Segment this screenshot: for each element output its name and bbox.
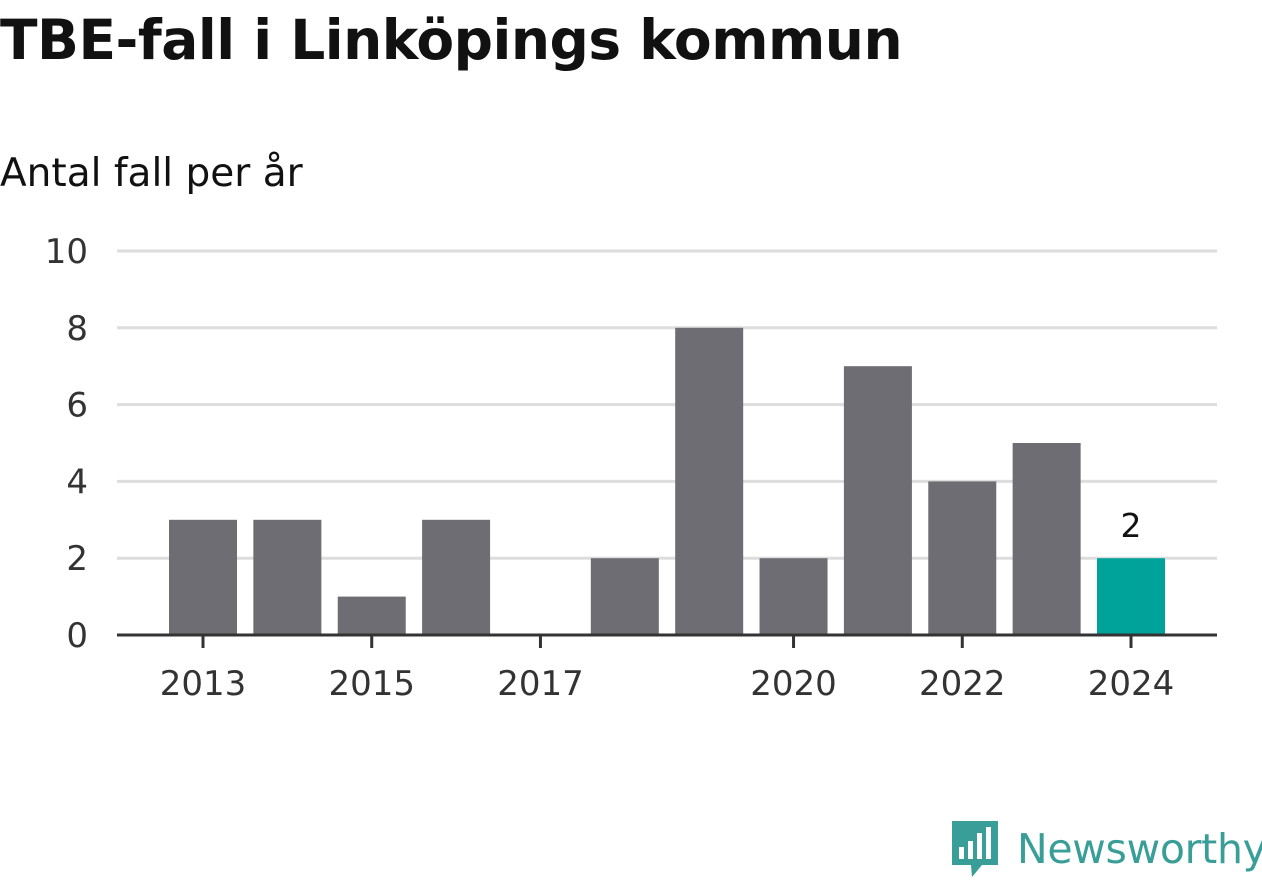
x-tick-label-2013: 2013 — [160, 664, 247, 704]
bar-2022 — [928, 481, 997, 635]
bar-2020 — [759, 558, 828, 635]
bar-2014 — [253, 519, 322, 635]
bar-2021 — [843, 366, 912, 635]
y-tick-label-6: 6 — [66, 386, 88, 426]
y-axis-tick-labels: 0 2 4 6 8 10 — [45, 232, 88, 656]
y-tick-label-0: 0 — [66, 616, 88, 656]
data-label-2024: 2 — [1121, 506, 1142, 545]
bar-2024 — [1097, 558, 1165, 635]
y-tick-label-8: 8 — [66, 309, 88, 349]
chart-subtitle: Antal fall per år — [0, 151, 303, 196]
data-labels: 2 — [1121, 506, 1142, 545]
brand-name: Newsworthy — [1017, 825, 1262, 873]
bar-2013 — [169, 519, 237, 635]
y-tick-label-2: 2 — [66, 539, 88, 579]
bar-2018 — [590, 558, 659, 635]
bars — [169, 327, 1165, 635]
bar-2015 — [337, 596, 406, 635]
newsworthy-logo-icon — [952, 821, 998, 877]
x-tick-label-2024: 2024 — [1088, 664, 1175, 704]
x-tick-label-2015: 2015 — [328, 664, 415, 704]
x-tick-label-2017: 2017 — [497, 664, 584, 704]
bar-2019 — [675, 327, 744, 635]
x-axis — [117, 633, 1217, 648]
bar-2016 — [422, 519, 491, 635]
x-tick-label-2022: 2022 — [919, 664, 1006, 704]
y-tick-label-10: 10 — [45, 232, 88, 272]
x-axis-tick-labels: 2013 2015 2017 2020 2022 2024 — [160, 664, 1175, 704]
x-tick-label-2020: 2020 — [750, 664, 837, 704]
y-tick-label-4: 4 — [66, 462, 88, 502]
chart-title: TBE-fall i Linköpings kommun — [0, 8, 903, 72]
bar-2023 — [1012, 443, 1081, 635]
newsworthy-brand: Newsworthy — [950, 818, 1262, 880]
